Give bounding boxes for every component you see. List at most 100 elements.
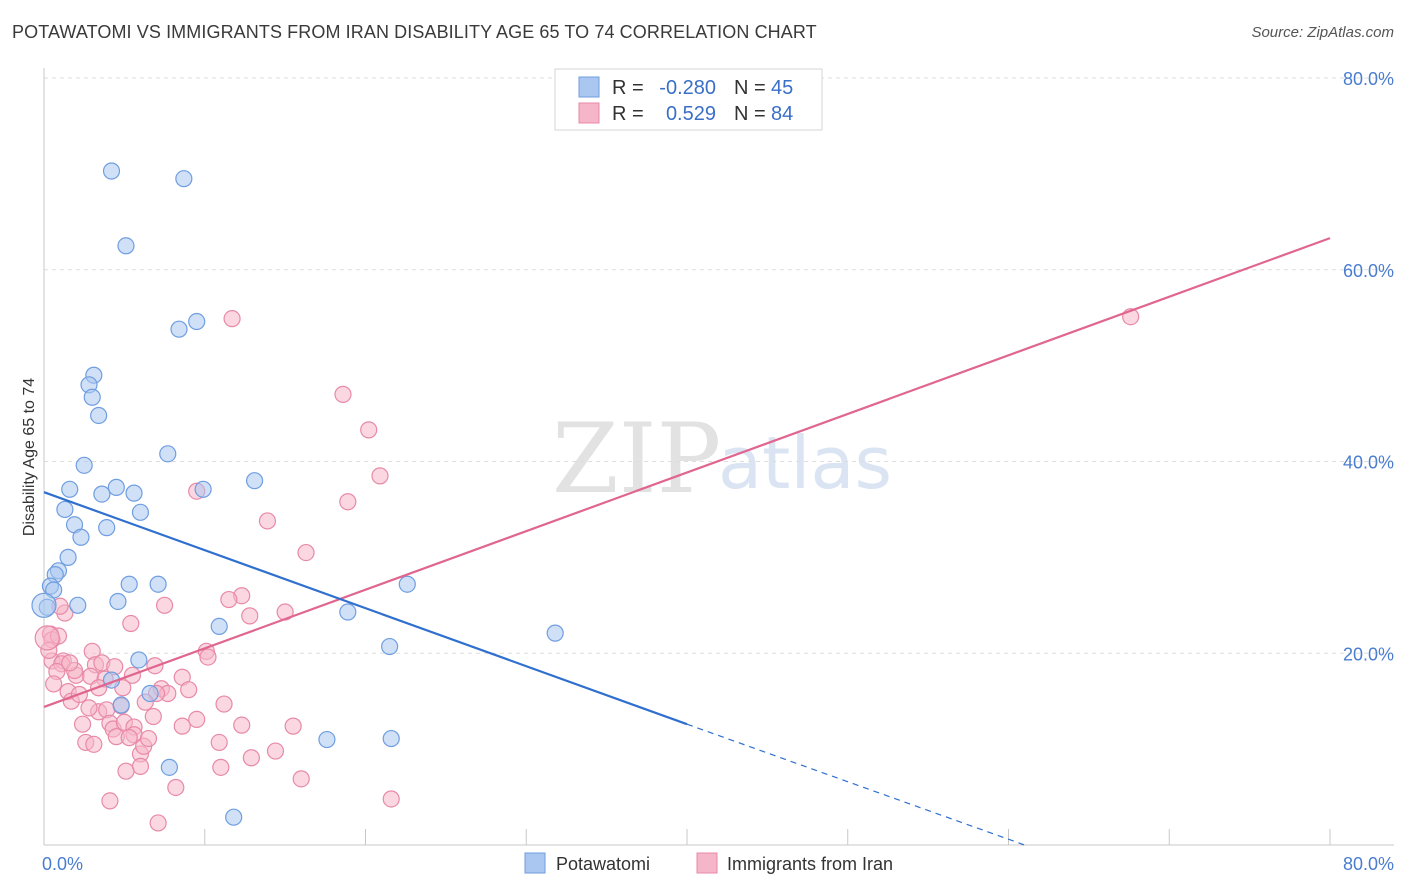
legend-swatch-potawatomi xyxy=(578,76,600,98)
potawatomi-point-36 xyxy=(381,637,399,656)
potawatomi-point-15 xyxy=(93,485,111,503)
iran-point-41 xyxy=(188,710,206,729)
series-potawatomi xyxy=(31,162,564,826)
potawatomi-point-35 xyxy=(546,624,564,642)
iran-point-40 xyxy=(144,707,162,726)
potawatomi-point-9 xyxy=(159,445,177,463)
watermark-zip: ZIP xyxy=(552,403,721,515)
potawatomi-point-14 xyxy=(194,480,212,498)
legend-bottom-label-potawatomi: Potawatomi xyxy=(556,854,650,874)
iran-point-7 xyxy=(258,512,277,530)
potawatomi-point-0 xyxy=(102,162,121,180)
potawatomi-point-42 xyxy=(382,729,400,748)
chart-title: POTAWATOMI VS IMMIGRANTS FROM IRAN DISAB… xyxy=(12,22,817,42)
legend-bottom-swatch-iran xyxy=(696,852,718,874)
iran-point-59 xyxy=(242,749,260,767)
potawatomi-point-44 xyxy=(225,808,243,826)
iran-point-60 xyxy=(292,770,310,788)
potawatomi-point-4 xyxy=(170,320,188,338)
potawatomi-point-33 xyxy=(339,603,357,621)
potawatomi-point-32 xyxy=(109,592,127,611)
potawatomi-point-40 xyxy=(112,696,130,714)
iran-point-67 xyxy=(80,699,98,717)
potawatomi-point-39 xyxy=(141,684,159,703)
potawatomi-point-large xyxy=(31,592,57,618)
iran-point-13 xyxy=(241,607,259,625)
potawatomi-point-10 xyxy=(75,456,93,474)
potawatomi-point-27 xyxy=(120,575,138,593)
iran-point-4 xyxy=(371,467,389,485)
iran-point-73 xyxy=(117,762,135,780)
iran-point-61 xyxy=(212,758,230,776)
potawatomi-point-37 xyxy=(130,651,148,669)
iran-point-15 xyxy=(122,614,140,633)
legend-stats: R = -0.280 N = 45 R = 0.529 N = 84 xyxy=(554,68,823,131)
iran-point-1 xyxy=(223,310,241,328)
y-tick-label-20: 20.0% xyxy=(1343,644,1394,664)
iran-point-8 xyxy=(297,543,315,562)
legend-swatch-iran xyxy=(578,102,600,124)
potawatomi-point-13 xyxy=(107,478,125,496)
potawatomi-point-2 xyxy=(117,237,135,255)
y-tick-labels: 20.0% 40.0% 60.0% 80.0% xyxy=(1343,69,1394,664)
potawatomi-point-3 xyxy=(188,312,206,331)
iran-point-42 xyxy=(215,695,233,713)
potawatomi-point-28 xyxy=(149,575,167,593)
legend-r-value-2: 0.529 xyxy=(666,103,716,125)
series-immigrants-from-iran xyxy=(34,308,1140,832)
iran-point-11 xyxy=(220,590,238,609)
y-axis-label: Disability Age 65 to 74 xyxy=(21,378,38,536)
potawatomi-point-41 xyxy=(318,730,336,749)
legend-n-label-2: N = xyxy=(734,103,766,125)
iran-point-65 xyxy=(382,790,400,808)
iran-point-6 xyxy=(339,493,357,511)
y-tick-label-40: 40.0% xyxy=(1343,453,1394,473)
iran-point-55 xyxy=(120,729,138,747)
iran-point-large xyxy=(34,625,60,651)
potawatomi-point-8 xyxy=(90,406,108,425)
iran-point-79 xyxy=(167,778,185,797)
iran-point-62 xyxy=(131,757,150,775)
iran-point-51 xyxy=(233,716,251,734)
source-label: Source: ZipAtlas.com xyxy=(1251,24,1394,41)
x-tick-label-max: 80.0% xyxy=(1343,854,1394,874)
iran-point-74 xyxy=(180,681,198,699)
iran-point-63 xyxy=(101,792,119,810)
legend-bottom-label-iran: Immigrants from Iran xyxy=(727,854,893,874)
potawatomi-point-31 xyxy=(69,596,87,614)
potawatomi-point-17 xyxy=(131,503,150,521)
legend-bottom-swatch-potawatomi xyxy=(524,852,546,874)
potawatomi-point-43 xyxy=(160,758,178,776)
iran-point-50 xyxy=(173,717,191,735)
legend-series: Potawatomi Immigrants from Iran xyxy=(524,852,893,874)
potawatomi-point-21 xyxy=(72,528,90,546)
potawatomi-point-7 xyxy=(83,388,101,406)
legend-n-value-1: 45 xyxy=(771,77,793,99)
x-ticks xyxy=(204,829,1331,845)
potawatomi-point-1 xyxy=(175,170,193,188)
x-tick-label-min: 0.0% xyxy=(42,854,83,874)
iran-point-52 xyxy=(284,717,302,735)
trend-line-potawatomi xyxy=(43,491,688,726)
gridlines xyxy=(44,77,1394,654)
iran-point-20 xyxy=(199,648,217,666)
iran-point-3 xyxy=(360,421,378,439)
y-tick-label-60: 60.0% xyxy=(1343,261,1394,281)
potawatomi-point-16 xyxy=(125,484,143,502)
trend-line-potawatomi-extension xyxy=(686,723,1025,846)
iran-point-10 xyxy=(155,596,174,614)
potawatomi-point-29 xyxy=(398,575,416,593)
legend-r-value-1: -0.280 xyxy=(659,77,716,99)
potawatomi-point-22 xyxy=(59,548,77,566)
iran-point-82 xyxy=(85,735,103,753)
trend-lines xyxy=(43,237,1331,846)
legend-r-label-1: R = xyxy=(612,77,644,99)
iran-point-66 xyxy=(139,729,158,748)
potawatomi-point-12 xyxy=(61,480,79,498)
y-tick-label-80: 80.0% xyxy=(1343,69,1394,89)
iran-point-77 xyxy=(266,742,285,760)
potawatomi-point-34 xyxy=(210,617,228,636)
iran-point-64 xyxy=(149,814,167,832)
potawatomi-point-20 xyxy=(98,519,116,537)
